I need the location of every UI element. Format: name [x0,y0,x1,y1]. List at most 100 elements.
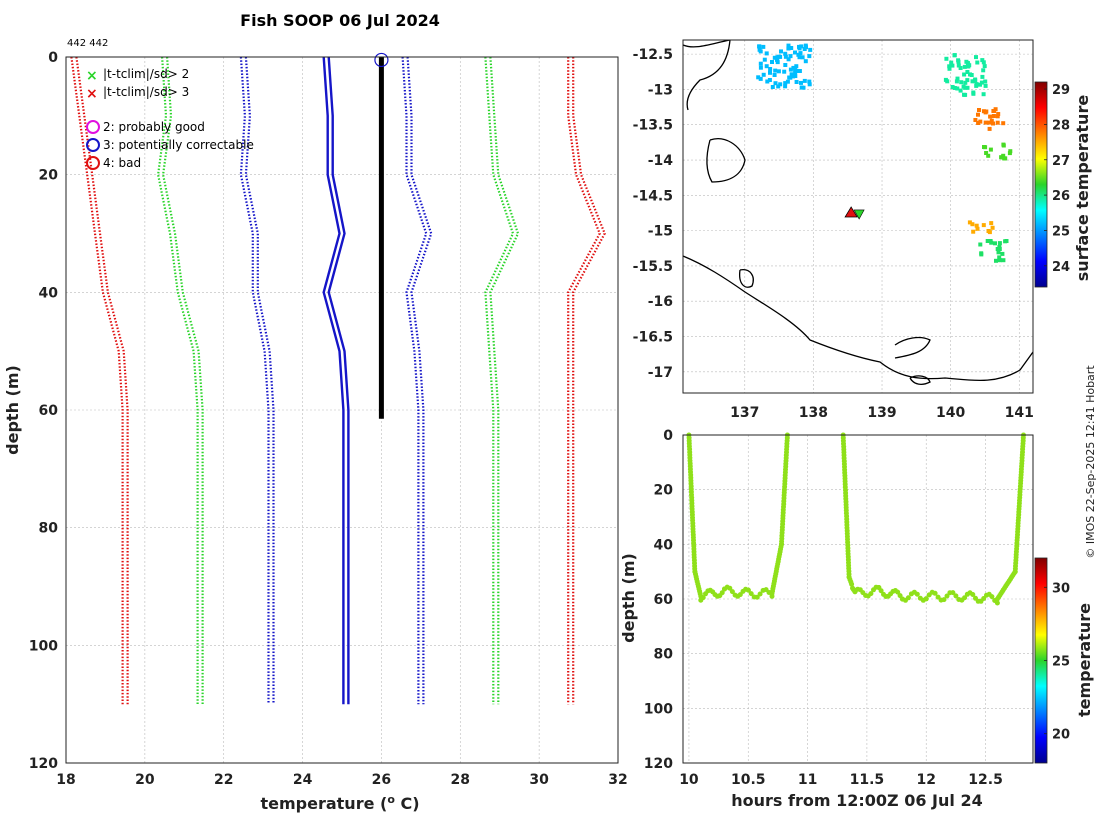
sst-cell [764,51,769,56]
sst-cell [776,69,781,74]
track-point [868,591,874,597]
track-panel: 10 10.5 11 11.5 12 12.5 0 20 40 60 80 100 120 hours … [619,428,1094,810]
sst-cell [990,225,995,230]
sst-cell [767,78,772,82]
sst-cell [978,119,983,124]
profile-ylabel: depth (m) [3,365,22,455]
profile-xtick-label: 24 [293,772,313,788]
map-xtick-label: 139 [867,405,896,421]
track-xtick-label: 11 [798,772,817,788]
track-point [905,595,911,601]
sst-cell [1001,121,1006,126]
sst-cell [799,80,803,85]
profile-xlabel: temperature (o C) [260,793,419,813]
legend-x3-marker: × [86,86,98,102]
sst-cell [981,60,986,65]
profile-line-clim-1sd-hi [406,56,433,705]
profile-flag-marker [374,52,389,68]
profile-line-clim-3sd-lo [75,56,129,705]
sst-cell [984,151,989,155]
sst-cell [965,61,970,65]
sst-cell [975,226,980,231]
legend-q3-label: 3: potentially correctable [103,138,254,152]
sst-cell [772,73,777,77]
sst-cell [963,80,968,85]
sst-cell [997,241,1002,246]
sst-cell [794,69,799,73]
track-point [962,595,968,601]
sst-cell [758,65,763,70]
sst-cell [783,63,788,67]
track-point [950,590,956,596]
sst-cell [947,66,952,71]
sst-cell [797,55,802,60]
track-point [757,591,763,597]
sst-cell [988,147,993,152]
track-ytick-label: 80 [654,647,674,663]
sst-cell [757,44,762,49]
sst-cell [983,110,988,115]
map-sst-patches [756,43,1013,263]
sst-cell [950,85,955,89]
sst-cell [765,79,770,84]
sst-cell [783,84,788,89]
profile-xtick-label: 30 [529,772,549,788]
sst-cell [768,70,772,75]
sst-cell [943,77,948,82]
sst-cell [977,108,981,112]
track-ytick-label: 120 [644,756,673,772]
profile-ytick-label: 80 [39,521,59,537]
sst-cell [989,221,994,226]
track-ticks: 10 10.5 11 11.5 12 12.5 0 20 40 60 80 100 120 [644,428,1003,788]
sst-cell [807,79,812,84]
map-colorbar-tick-label: 28 [1052,118,1070,133]
profile-line-clim-3sd-lo [70,56,124,705]
sst-cell [969,73,974,77]
sst-cell [800,55,805,60]
sst-cell [797,69,802,73]
sst-cell [793,50,797,55]
sst-cell [978,82,982,87]
profile-xtick-label: 32 [608,772,627,788]
sst-cell [965,85,970,90]
profile-grid [65,56,619,764]
profile-ytick-label: 40 [39,285,59,301]
station-triangle-green [853,209,865,220]
track-point [719,590,725,596]
sst-cell [802,47,807,51]
sst-cell [779,49,783,54]
legend-q4-label: 4: bad [103,156,141,170]
sst-cell [991,114,996,118]
track-point [878,588,884,594]
sst-cell [954,79,959,84]
sst-cell [988,239,993,243]
sst-cell [778,82,783,87]
profile-ticks: 18 20 22 24 26 28 30 32 0 20 40 60 80 100 120 [29,50,628,788]
map-ytick-label: -17 [648,365,673,381]
sst-cell [962,92,966,97]
sst-cell [761,72,766,77]
sst-cell [1000,251,1005,256]
sst-cell [970,79,975,84]
track-point [897,593,903,599]
sst-cell [989,118,994,123]
chart-title: Fish SOOP 06 Jul 2024 [240,11,440,30]
track-ytick-label: 60 [654,592,674,608]
sst-cell [802,78,807,83]
track-ytick-label: 20 [654,483,674,499]
legend-q2-label: 2: probably good [103,120,205,134]
profile-line-clim-mean [322,56,345,705]
track-ytick-label: 0 [663,428,673,444]
sst-cell [955,76,960,81]
sst-cell [981,223,986,228]
sst-cell [962,64,967,69]
sst-cell [803,59,808,64]
track-point [849,581,855,587]
sst-cell [950,63,955,68]
map-ytick-label: -13 [648,82,673,98]
sst-cell [987,120,992,125]
profile-xtick-label: 18 [56,772,75,788]
sst-cell [796,52,801,57]
map-ytick-label: -14 [648,153,674,169]
